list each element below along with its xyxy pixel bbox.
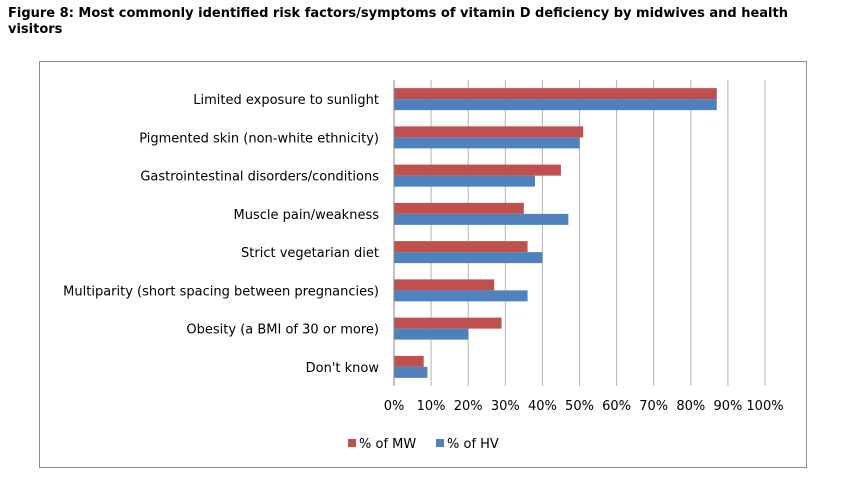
bar-mw bbox=[394, 202, 524, 214]
x-tick-label: 70% bbox=[639, 399, 668, 414]
x-tick-label: 100% bbox=[746, 399, 783, 414]
x-tick-label: 60% bbox=[602, 399, 631, 414]
x-tick-label: 10% bbox=[417, 399, 446, 414]
category-label: Strict vegetarian diet bbox=[241, 246, 379, 261]
category-label: Limited exposure to sunlight bbox=[193, 93, 379, 108]
category-label: Obesity (a BMI of 30 or more) bbox=[186, 323, 379, 338]
x-tick-label: 90% bbox=[713, 399, 742, 414]
bar-mw bbox=[394, 241, 528, 253]
category-label: Multiparity (short spacing between pregn… bbox=[63, 284, 379, 299]
x-tick-label: 0% bbox=[384, 399, 405, 414]
legend-swatch-hv bbox=[436, 439, 444, 447]
bar-mw bbox=[394, 355, 424, 367]
x-tick-label: 20% bbox=[454, 399, 483, 414]
category-label: Gastrointestinal disorders/conditions bbox=[140, 170, 379, 185]
bar-mw bbox=[394, 164, 561, 176]
category-label: Don't know bbox=[306, 361, 380, 376]
legend-swatch-mw bbox=[348, 439, 356, 447]
bar-mw bbox=[394, 126, 584, 138]
bar-hv bbox=[394, 252, 543, 264]
bar-hv bbox=[394, 366, 428, 378]
category-label: Pigmented skin (non-white ethnicity) bbox=[139, 131, 379, 146]
bar-hv bbox=[394, 290, 528, 302]
bar-hv bbox=[394, 175, 535, 187]
x-tick-label: 30% bbox=[491, 399, 520, 414]
bar-mw bbox=[394, 88, 717, 100]
bar-hv bbox=[394, 328, 469, 340]
figure-title: Figure 8: Most commonly identified risk … bbox=[8, 6, 788, 37]
bar-hv bbox=[394, 213, 569, 225]
x-tick-label: 40% bbox=[528, 399, 557, 414]
x-tick-label: 50% bbox=[565, 399, 594, 414]
x-tick-label: 80% bbox=[676, 399, 705, 414]
bar-mw bbox=[394, 317, 502, 329]
bar-hv bbox=[394, 137, 580, 149]
bar-hv bbox=[394, 99, 717, 111]
legend-label-hv: % of HV bbox=[447, 437, 499, 452]
bar-mw bbox=[394, 279, 495, 291]
category-label: Muscle pain/weakness bbox=[234, 208, 380, 223]
legend-label-mw: % of MW bbox=[359, 437, 416, 452]
